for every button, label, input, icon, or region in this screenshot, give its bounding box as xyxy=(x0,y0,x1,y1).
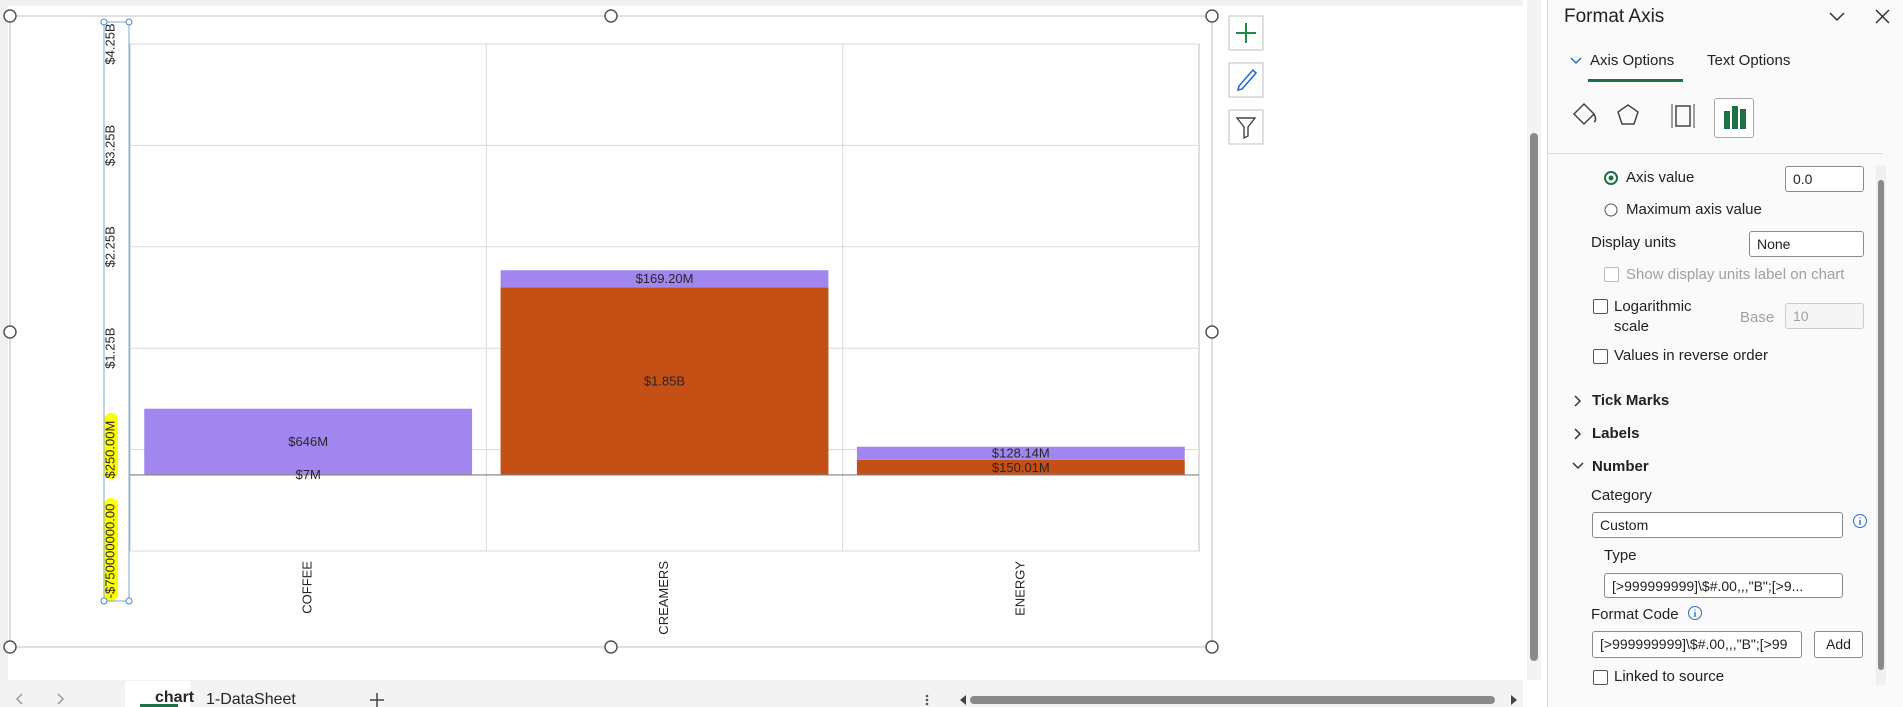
checkbox[interactable] xyxy=(1593,670,1608,685)
checkbox-label: Show display units label on chart xyxy=(1626,266,1845,283)
sheet-tab[interactable]: 1-DataSheet xyxy=(206,691,296,707)
bar-segment xyxy=(144,408,473,475)
info-icon[interactable] xyxy=(1687,605,1703,621)
checkbox-label[interactable]: Linked to source xyxy=(1614,668,1725,685)
tab-underline xyxy=(140,704,178,707)
bar-segment xyxy=(856,459,1185,475)
bar-segment xyxy=(500,270,829,288)
radio-selected[interactable] xyxy=(1604,171,1618,185)
axis-selection[interactable] xyxy=(103,21,130,602)
display-units-dropdown[interactable]: None xyxy=(1749,231,1864,257)
checkbox-label[interactable]: Logarithmic scale xyxy=(1614,298,1692,335)
tab-nav[interactable] xyxy=(15,693,65,705)
axis-value-input[interactable]: 0.0 xyxy=(1785,166,1864,192)
y-tick-label: $1.25B xyxy=(102,328,117,369)
axis-handles xyxy=(100,18,133,605)
radio[interactable] xyxy=(1604,203,1618,217)
y-tick-label: $4.25B xyxy=(102,23,117,64)
data-label: $7M xyxy=(296,467,321,482)
radio-label[interactable]: Axis value xyxy=(1626,169,1695,186)
data-label: $646M xyxy=(288,434,328,449)
checkbox-label[interactable]: Values in reverse order xyxy=(1614,347,1768,364)
option-icons[interactable] xyxy=(1568,98,1768,138)
y-tick-label: -$750000000.00 xyxy=(102,504,117,599)
base-input: 10 xyxy=(1785,303,1864,329)
chart-elements-button[interactable] xyxy=(1228,15,1264,51)
pane-controls[interactable] xyxy=(1828,8,1898,26)
x-tick-label: CREAMERS xyxy=(656,561,671,635)
active-tab[interactable] xyxy=(125,681,190,707)
label-layer: -$750000000.00 $250.00M $1.25B $2.25B $3.25B… xyxy=(102,23,1049,634)
bar-segment xyxy=(500,287,829,475)
y-tick-label: $3.25B xyxy=(102,125,117,166)
chart-layer xyxy=(130,43,1199,552)
divider xyxy=(1548,153,1883,154)
add-button[interactable]: Add xyxy=(1814,631,1863,658)
chart-styles-button[interactable] xyxy=(1228,62,1264,98)
format-pane: Format Axis Axis Options Text Options Ax… xyxy=(1547,0,1903,707)
field-label: Display units xyxy=(1591,234,1677,251)
scroll-thumb[interactable] xyxy=(1530,133,1538,661)
section-header[interactable]: Number xyxy=(1592,458,1649,475)
tab-options[interactable] xyxy=(925,694,929,706)
checkbox[interactable] xyxy=(1593,299,1608,314)
section-header[interactable]: Tick Marks xyxy=(1592,392,1670,409)
x-tick-label: ENERGY xyxy=(1012,561,1027,616)
x-tick-label: COFFEE xyxy=(300,561,315,614)
chart-filters-button[interactable] xyxy=(1228,109,1264,145)
radio-label[interactable]: Maximum axis value xyxy=(1626,201,1762,218)
hscroll-thumb[interactable] xyxy=(970,696,1495,704)
row-header xyxy=(0,0,8,680)
axis-options-icon[interactable] xyxy=(1714,98,1754,138)
pane-tab[interactable]: Axis Options xyxy=(1590,52,1675,69)
field-label: Format Code xyxy=(1591,606,1679,623)
tab-underline xyxy=(1588,79,1683,82)
sheet-area: -$750000000.00 $250.00M $1.25B $2.25B $3.25B… xyxy=(0,0,1541,707)
column-header xyxy=(0,0,1523,6)
field-label: Category xyxy=(1591,487,1652,504)
highlight xyxy=(104,498,118,601)
format-code-input[interactable]: [>999999999]\$#.00,,,"B";[>99 xyxy=(1592,631,1802,658)
y-tick-label: $250.00M xyxy=(102,421,117,479)
data-label: $150.01M xyxy=(992,460,1050,475)
field-label: Base xyxy=(1740,309,1775,326)
sheet-tab[interactable]: chart xyxy=(155,689,195,706)
data-label: $128.14M xyxy=(992,446,1050,461)
data-label: $1.85B xyxy=(644,374,685,389)
pane-title: Format Axis xyxy=(1564,6,1665,27)
pane-tab[interactable]: Text Options xyxy=(1707,52,1791,69)
bar-segment xyxy=(856,446,1185,460)
checkbox[interactable] xyxy=(1593,349,1608,364)
info-icon[interactable] xyxy=(1852,513,1868,529)
chart-handles[interactable] xyxy=(3,9,1219,654)
checkbox xyxy=(1604,267,1619,282)
type-dropdown[interactable]: [>999999999]\$#.00,,,"B";[>9... xyxy=(1604,573,1843,598)
field-label: Type xyxy=(1604,547,1637,564)
chevron xyxy=(1570,57,1582,65)
pane-scrollbar[interactable] xyxy=(1876,165,1886,685)
data-label: $169.20M xyxy=(636,271,694,286)
y-tick-label: $2.25B xyxy=(102,226,117,267)
highlight xyxy=(104,413,118,479)
chevrons xyxy=(1572,395,1584,470)
add-sheet[interactable] xyxy=(370,693,384,707)
section-header[interactable]: Labels xyxy=(1592,425,1640,442)
category-dropdown[interactable]: Custom xyxy=(1592,512,1843,538)
